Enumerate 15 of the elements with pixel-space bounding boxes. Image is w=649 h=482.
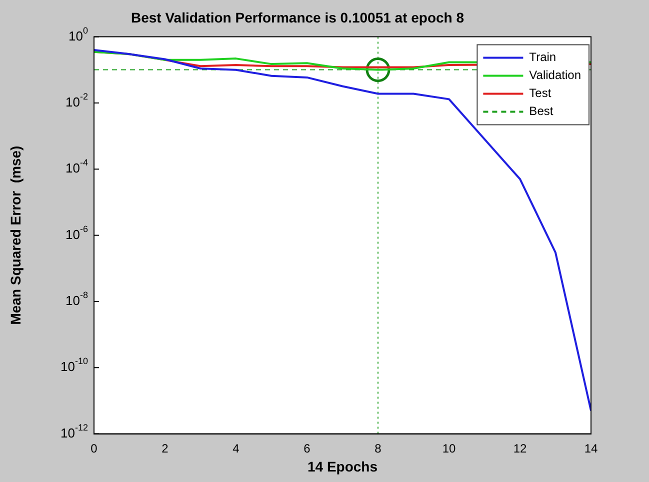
legend-label: Best xyxy=(529,104,554,118)
x-tick-label: 14 xyxy=(584,441,598,456)
x-tick-label: 2 xyxy=(162,441,169,456)
x-tick-label: 4 xyxy=(232,441,240,456)
legend-label: Test xyxy=(529,86,552,100)
legend-label: Train xyxy=(529,50,556,64)
legend-label: Validation xyxy=(529,68,582,82)
x-tick-label: 0 xyxy=(90,441,98,456)
x-tick-label: 10 xyxy=(442,441,456,456)
chart-title: Best Validation Performance is 0.10051 at epoch 8 xyxy=(130,9,464,26)
x-axis-title: 14 Epochs xyxy=(307,458,378,474)
x-tick-label: 12 xyxy=(513,441,527,456)
x-tick-label: 6 xyxy=(304,441,311,456)
y-axis-title: Mean Squared Error (mse) xyxy=(7,146,24,325)
x-tick-label: 8 xyxy=(374,441,382,456)
